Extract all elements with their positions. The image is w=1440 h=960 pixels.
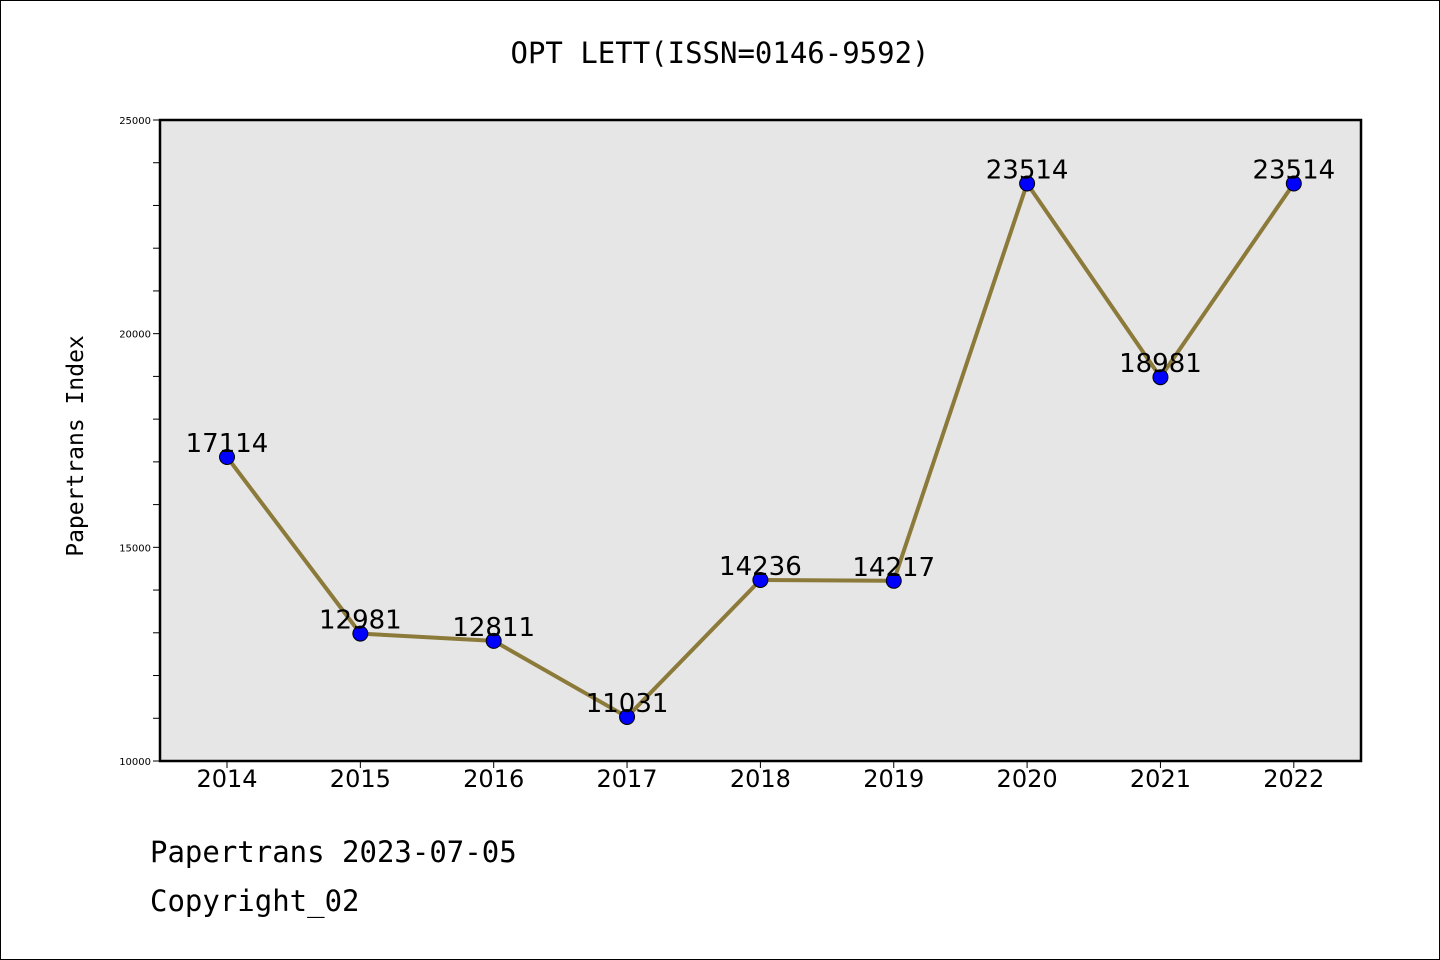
- x-tick-label: 2020: [997, 765, 1058, 793]
- x-tick-label: 2016: [463, 765, 524, 793]
- x-tick-label: 2018: [730, 765, 791, 793]
- x-tick-label: 2019: [863, 765, 924, 793]
- x-tick-label: 2015: [330, 765, 391, 793]
- data-point: [485, 632, 502, 649]
- data-point: [1019, 175, 1036, 192]
- data-point: [1152, 369, 1169, 386]
- data-label: 12981: [319, 606, 402, 636]
- data-label: 11031: [586, 689, 669, 719]
- data-label: 14236: [719, 552, 802, 582]
- x-tick-label: 2021: [1130, 765, 1191, 793]
- data-label: 18981: [1119, 349, 1202, 379]
- y-tick-label: 10000: [119, 757, 151, 768]
- chart-title: OPT LETT(ISSN=0146-9592): [510, 36, 930, 70]
- x-tick-label: 2017: [597, 765, 658, 793]
- x-tick-label: 2022: [1263, 765, 1324, 793]
- data-point: [619, 708, 636, 725]
- axes: 10000 15000 20000 25000 2014 2015 2016 2017 2018…: [119, 116, 1324, 793]
- plot-area: [158, 118, 1363, 763]
- data-point: [885, 572, 902, 589]
- data-label: 17114: [186, 429, 269, 459]
- data-point: [352, 625, 369, 642]
- data-label: 14217: [852, 553, 935, 583]
- data-label: 23514: [1252, 156, 1335, 186]
- data-label-group: 17114 12981 12811 11031 14236 14217 23514 18981…: [186, 156, 1336, 719]
- footer-date: Papertrans 2023-07-05: [150, 835, 517, 869]
- marker-group: [219, 175, 1302, 725]
- data-label: 23514: [986, 156, 1069, 186]
- data-label: 12811: [452, 613, 535, 643]
- footer-copyright: Copyright_02: [150, 884, 360, 918]
- data-point: [752, 571, 769, 588]
- data-point: [219, 448, 235, 465]
- y-tick-label: 20000: [119, 330, 151, 341]
- data-point: [1285, 175, 1302, 192]
- y-tick-label: 15000: [119, 543, 151, 554]
- x-tick-label: 2014: [196, 765, 257, 793]
- y-tick-label: 25000: [119, 116, 151, 127]
